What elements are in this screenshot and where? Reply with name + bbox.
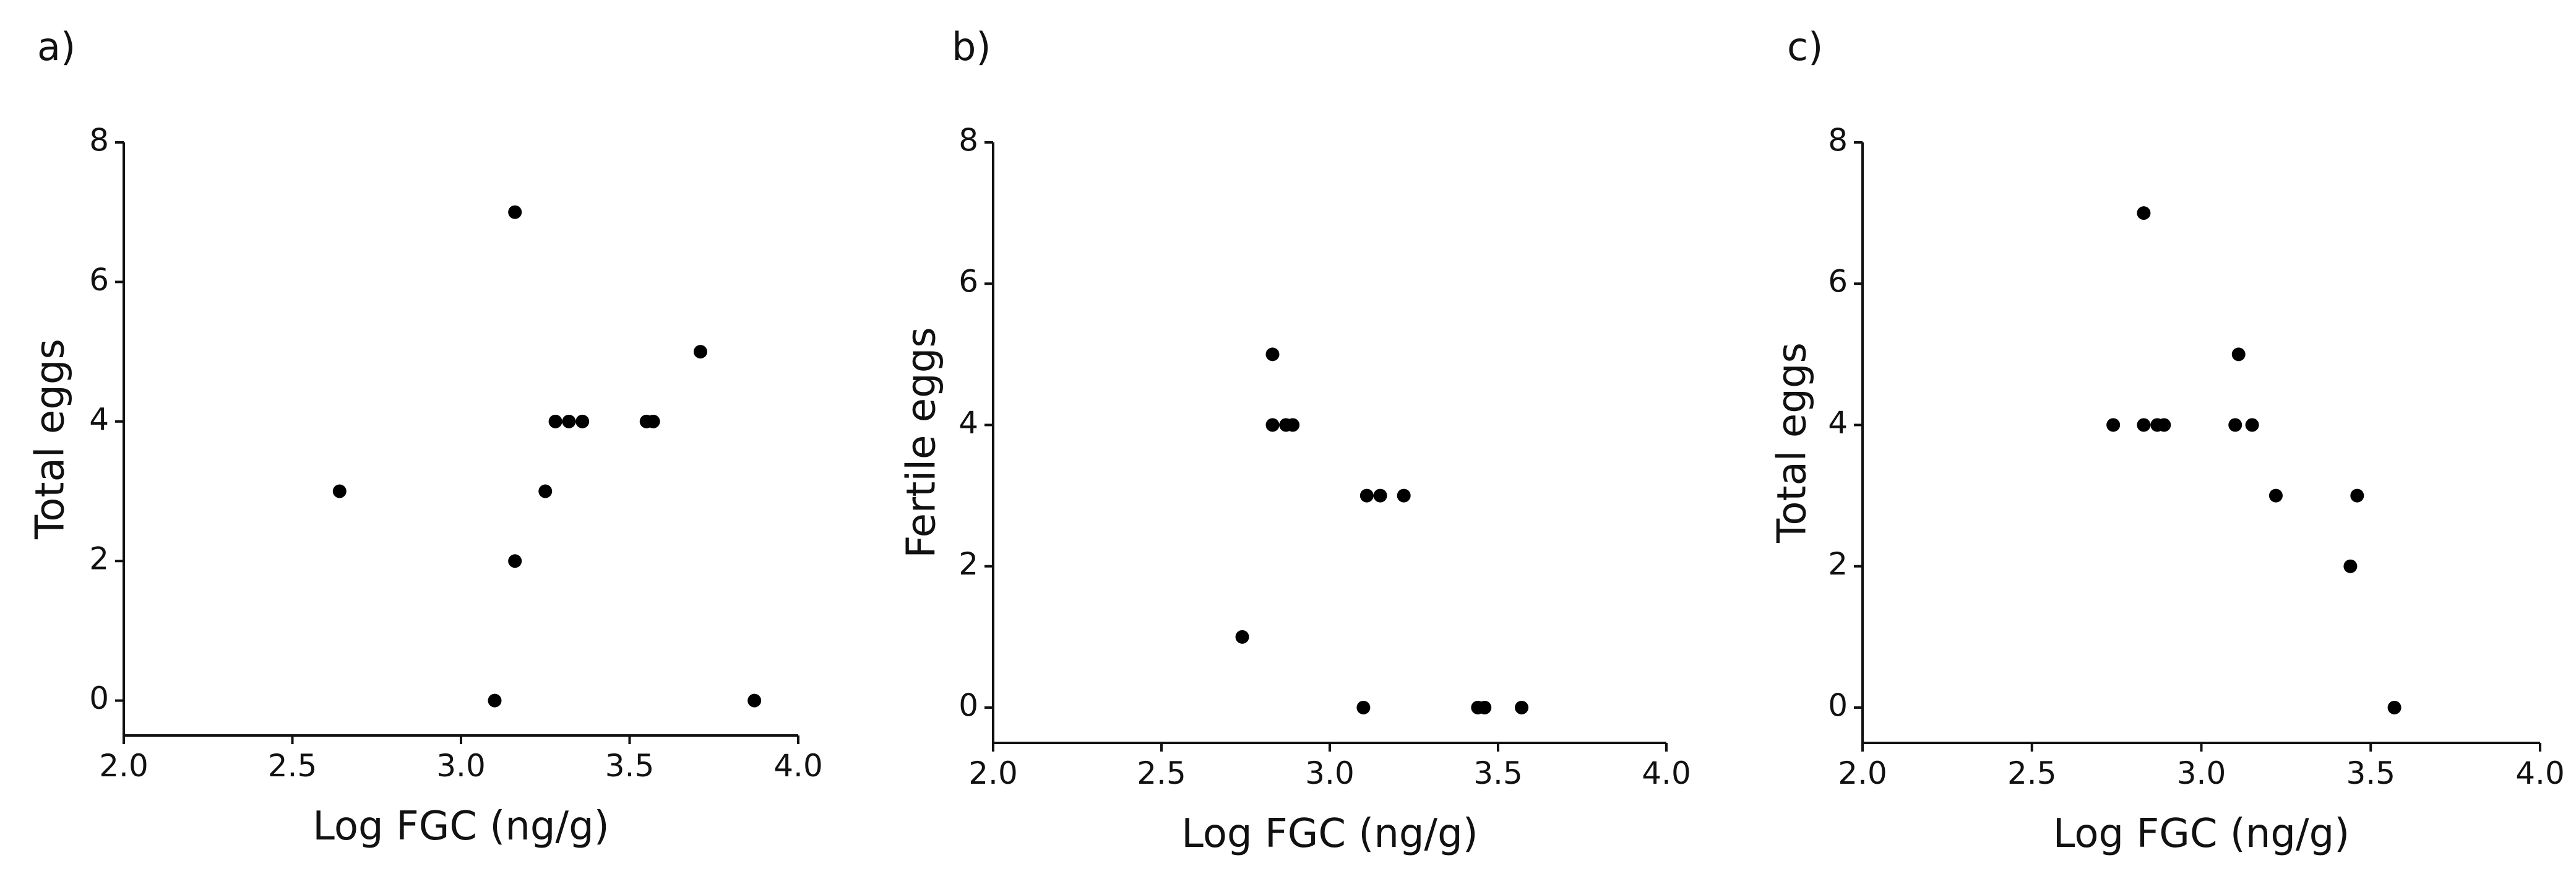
y-tick-label: 2 xyxy=(958,546,978,582)
data-point xyxy=(2387,700,2402,714)
x-tick-label: 2.0 xyxy=(99,748,149,784)
data-point xyxy=(1356,700,1371,714)
data-point xyxy=(2245,418,2259,432)
data-point xyxy=(508,205,522,219)
data-point xyxy=(1359,488,1374,503)
y-tick-label: 2 xyxy=(1828,546,1848,582)
y-tick-label: 4 xyxy=(958,405,978,441)
data-point xyxy=(1373,488,1387,503)
data-point xyxy=(646,414,660,428)
y-tick-label: 0 xyxy=(89,680,109,716)
data-point xyxy=(2137,206,2151,220)
y-tick-label: 6 xyxy=(958,264,978,300)
x-axis-title: Log FGC (ng/g) xyxy=(2053,811,2350,857)
y-tick-label: 8 xyxy=(1828,123,1848,158)
y-tick-label: 0 xyxy=(958,687,978,723)
x-tick-label: 4.0 xyxy=(2515,755,2565,791)
data-point xyxy=(1265,347,1280,362)
data-point xyxy=(332,484,347,498)
x-tick-label: 2.5 xyxy=(1137,755,1186,791)
data-point xyxy=(2137,418,2151,432)
x-tick-label: 4.0 xyxy=(1642,755,1691,791)
y-tick-label: 4 xyxy=(1828,405,1848,441)
y-tick-label: 6 xyxy=(1828,264,1848,300)
data-point xyxy=(488,693,502,708)
panel-label: a) xyxy=(37,24,75,69)
chart-panel-3: c) 2.0 2.5 3.0 3.5 4.0 0 2 4 6 8 Log FGC (ng/g) Tota… xyxy=(1770,24,2565,857)
data-point xyxy=(1265,418,1280,432)
data-point xyxy=(2157,418,2171,432)
data-point xyxy=(1235,630,1249,644)
x-tick-label: 2.0 xyxy=(1838,755,1887,791)
x-axis-title: Log FGC (ng/g) xyxy=(1181,811,1478,857)
x-tick-label: 3.5 xyxy=(2346,755,2395,791)
data-point xyxy=(538,484,553,498)
x-tick-label: 2.5 xyxy=(268,748,317,784)
data-point xyxy=(1397,488,1411,503)
y-tick-label: 0 xyxy=(1828,687,1848,723)
panel-label: b) xyxy=(952,24,991,69)
data-point xyxy=(1515,700,1529,714)
data-point xyxy=(575,414,590,428)
y-axis-title: Fertile eggs xyxy=(899,327,945,558)
y-tick-label: 4 xyxy=(89,401,109,437)
data-point xyxy=(693,345,707,359)
data-point xyxy=(1286,418,1300,432)
y-tick-label: 2 xyxy=(89,541,109,577)
data-point xyxy=(2350,488,2364,503)
data-point xyxy=(508,554,522,568)
x-tick-label: 3.5 xyxy=(605,748,655,784)
y-axis-title: Total eggs xyxy=(28,339,74,540)
data-point xyxy=(562,414,576,428)
data-point xyxy=(2228,418,2242,432)
data-point xyxy=(747,693,762,708)
chart-panel-1: a) 2.0 2.5 3.0 3.5 4.0 0 2 4 6 8 Log FGC (ng/g) Tota… xyxy=(28,24,823,849)
y-tick-label: 8 xyxy=(958,123,978,158)
data-point xyxy=(2268,488,2283,503)
y-tick-label: 6 xyxy=(89,262,109,298)
x-tick-label: 3.0 xyxy=(436,748,486,784)
x-tick-label: 2.0 xyxy=(968,755,1018,791)
x-tick-label: 4.0 xyxy=(773,748,823,784)
y-axis-title: Total eggs xyxy=(1770,342,1816,544)
x-tick-label: 3.0 xyxy=(2177,755,2226,791)
x-axis-title: Log FGC (ng/g) xyxy=(312,804,609,849)
y-tick-label: 8 xyxy=(89,123,109,158)
data-point xyxy=(548,414,562,428)
x-tick-label: 3.5 xyxy=(1473,755,1523,791)
data-point xyxy=(1478,700,1492,714)
x-tick-label: 2.5 xyxy=(2007,755,2057,791)
data-point xyxy=(2231,347,2246,362)
data-point xyxy=(2106,418,2121,432)
data-point xyxy=(2343,559,2358,573)
x-tick-label: 3.0 xyxy=(1305,755,1355,791)
chart-panel-2: b) 2.0 2.5 3.0 3.5 4.0 0 2 4 6 8 Log FGC (ng/g) Fert… xyxy=(899,24,1691,857)
panel-label: c) xyxy=(1787,24,1823,69)
